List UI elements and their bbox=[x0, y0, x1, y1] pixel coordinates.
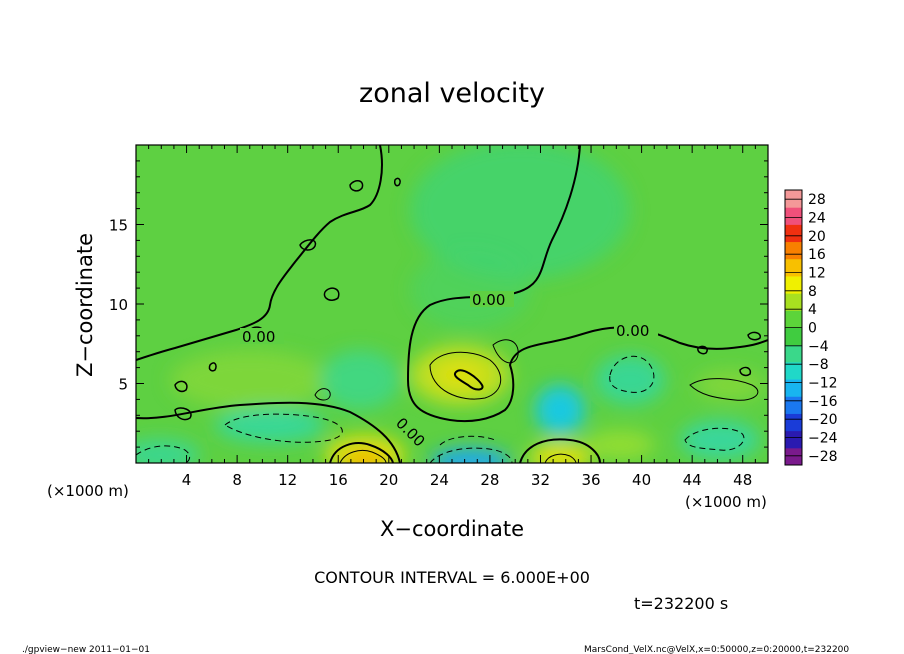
x-tick-label: 8 bbox=[232, 471, 242, 489]
colorbar-swatch bbox=[785, 207, 802, 225]
colorbar-tick-label: −4 bbox=[808, 339, 829, 355]
x-tick-label: 48 bbox=[733, 471, 752, 489]
chart-title: zonal velocity bbox=[359, 78, 545, 109]
colorbar-tick-label: −12 bbox=[808, 376, 838, 392]
colorbar-tick-label: 28 bbox=[808, 192, 826, 208]
colorbar-swatch bbox=[785, 396, 802, 414]
contour-label: 0.00 bbox=[616, 322, 649, 340]
colorbar-tick-label: −20 bbox=[808, 412, 838, 428]
colorbar-swatch bbox=[785, 361, 802, 380]
y-axis: 5 10 15 bbox=[109, 160, 768, 448]
x-tick-label: 44 bbox=[683, 471, 702, 489]
colorbar-tick-label: 0 bbox=[808, 321, 817, 337]
y-axis-title: Z−coordinate bbox=[73, 233, 97, 377]
x-tick-label: 20 bbox=[379, 471, 398, 489]
colorbar-tick-label: −16 bbox=[808, 394, 838, 410]
footer-left: ./gpview−new 2011−01−01 bbox=[22, 645, 150, 654]
x-tick-label: 32 bbox=[531, 471, 550, 489]
colorbar-tick-label: 24 bbox=[808, 211, 826, 227]
colorbar-tick-label: −8 bbox=[808, 357, 829, 373]
x-tick-label: 24 bbox=[430, 471, 449, 489]
contour-interval-text: CONTOUR INTERVAL = 6.000E+00 bbox=[314, 568, 590, 587]
y-tick-label: 5 bbox=[118, 376, 128, 394]
colorbar-swatch bbox=[785, 430, 802, 449]
colorbar-swatch bbox=[785, 344, 802, 363]
x-unit-label-left: (×1000 m) bbox=[47, 482, 129, 500]
colorbar-swatch bbox=[785, 224, 802, 243]
footer-right: MarsCond_VelX.nc@VelX,x=0:50000,z=0:2000… bbox=[584, 645, 849, 654]
x-tick-label: 12 bbox=[278, 471, 297, 489]
colorbar-swatch bbox=[785, 379, 802, 397]
field-shading bbox=[136, 145, 765, 463]
negative-contours bbox=[136, 355, 745, 463]
x-tick-label: 36 bbox=[581, 471, 600, 489]
colorbar-swatch bbox=[785, 413, 802, 432]
colorbar-tick-label: 12 bbox=[808, 266, 826, 282]
y-tick-label: 15 bbox=[109, 217, 128, 235]
colorbar-swatch bbox=[785, 258, 802, 277]
x-unit-label-right: (×1000 m) bbox=[685, 493, 767, 511]
x-tick-label: 4 bbox=[182, 471, 192, 489]
time-text: t=232200 s bbox=[634, 594, 728, 613]
colorbar-swatch bbox=[785, 447, 802, 466]
x-axis-title: X−coordinate bbox=[380, 517, 524, 541]
x-tick-label: 28 bbox=[480, 471, 499, 489]
colorbar-tick-label: −24 bbox=[808, 431, 838, 447]
positive-contours bbox=[314, 339, 759, 463]
colorbar: 28 24 20 16 12 8 4 0 −4 −8 −12 −16 −20 −24 −28 bbox=[784, 189, 838, 466]
x-tick-label: 40 bbox=[632, 471, 651, 489]
contour-label: 0.00 bbox=[472, 291, 505, 309]
colorbar-tick-label: −28 bbox=[808, 449, 838, 465]
colorbar-tick-label: 16 bbox=[808, 247, 826, 263]
colorbar-swatch bbox=[785, 275, 802, 294]
colorbar-swatch bbox=[785, 327, 802, 346]
colorbar-swatch bbox=[785, 293, 802, 311]
zero-contours bbox=[136, 145, 768, 463]
x-tick-label: 16 bbox=[329, 471, 348, 489]
x-axis: 4 8 12 16 20 24 28 32 36 40 44 48 bbox=[148, 145, 756, 489]
contour-label: 0.00 bbox=[242, 328, 275, 346]
colorbar-swatch bbox=[785, 241, 802, 260]
colorbar-tick-label: 20 bbox=[808, 229, 826, 245]
colorbar-tick-label: 8 bbox=[808, 284, 817, 300]
colorbar-swatch bbox=[785, 310, 802, 328]
plot-area: 0.00 0.00 0.00 0.00 bbox=[136, 145, 768, 463]
colorbar-tick-label: 4 bbox=[808, 302, 817, 318]
y-tick-label: 10 bbox=[109, 296, 128, 314]
